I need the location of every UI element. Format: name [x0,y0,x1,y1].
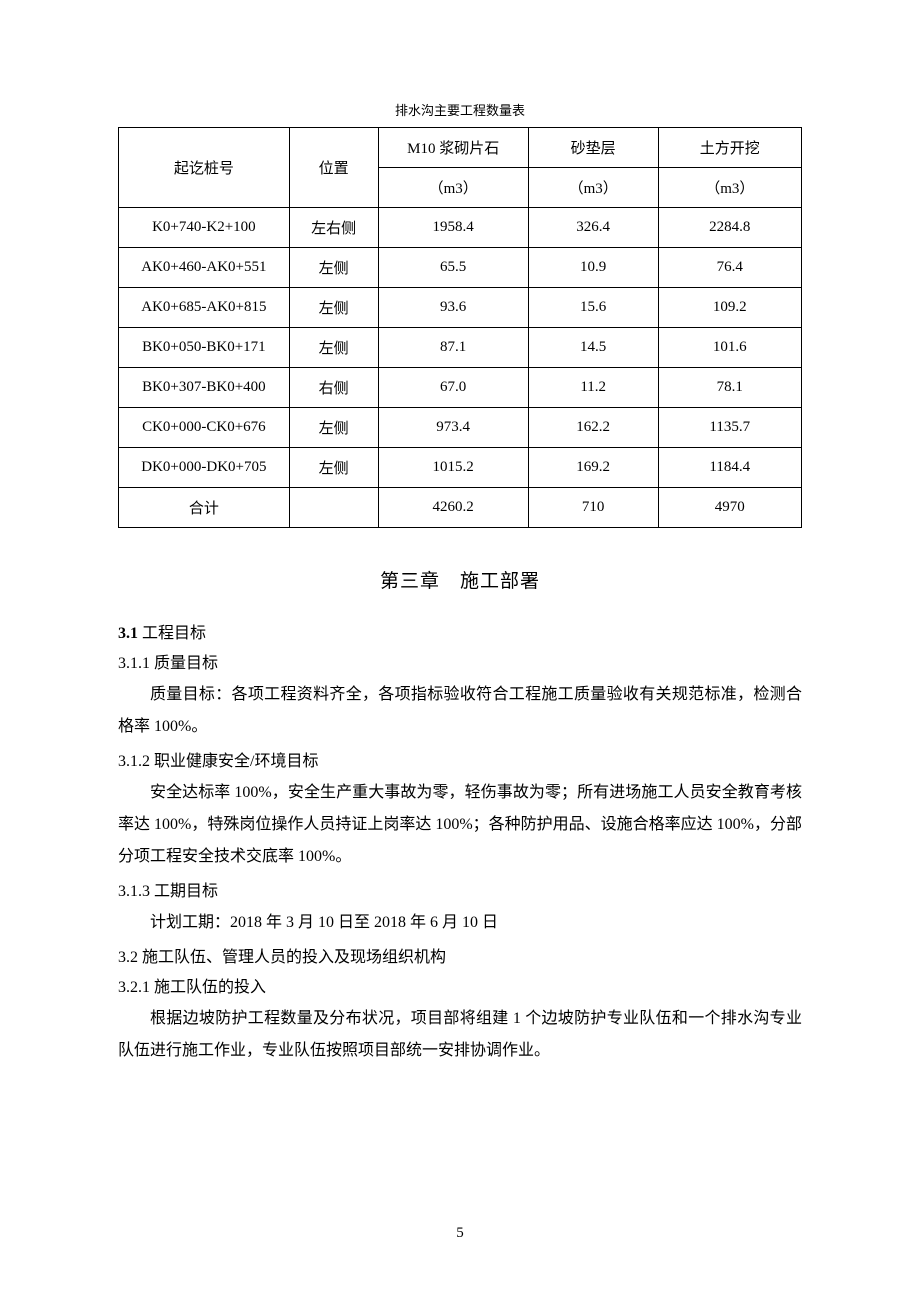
table-header-col3-line1: M10 浆砌片石 [378,128,528,168]
table-cell: 1015.2 [378,448,528,488]
section-3-1-1-body: 质量目标：各项工程资料齐全，各项指标验收符合工程施工质量验收有关规范标准，检测合… [118,679,802,743]
table-row: K0+740-K2+100左右侧1958.4326.42284.8 [119,208,802,248]
table-cell: 326.4 [528,208,658,248]
table-cell: 87.1 [378,328,528,368]
table-cell: BK0+307-BK0+400 [119,368,290,408]
table-cell: 1135.7 [658,408,801,448]
table-row: 合计 4260.27104970 [119,488,802,528]
table-row: AK0+460-AK0+551左侧65.510.976.4 [119,248,802,288]
table-cell: 101.6 [658,328,801,368]
table-cell: CK0+000-CK0+676 [119,408,290,448]
table-header-col4-line2: （m3） [528,168,658,208]
table-header-row-1: 起讫桩号 位置 M10 浆砌片石 砂垫层 土方开挖 [119,128,802,168]
section-3-1-1-number: 3.1.1 [118,655,150,672]
section-3-1-title: 工程目标 [142,625,206,642]
table-cell: 15.6 [528,288,658,328]
table-cell: 1958.4 [378,208,528,248]
table-header-col4-line1: 砂垫层 [528,128,658,168]
chapter-title: 第三章 施工部署 [118,566,802,593]
section-3-1-heading: 3.1 工程目标 [118,619,802,643]
table-cell: 左侧 [289,328,378,368]
table-header-col3-line2: （m3） [378,168,528,208]
section-3-1-2-body: 安全达标率 100%，安全生产重大事故为零，轻伤事故为零；所有进场施工人员安全教… [118,777,802,873]
section-3-2-heading: 3.2 施工队伍、管理人员的投入及现场组织机构 [118,943,802,967]
section-3-1-3-body: 计划工期：2018 年 3 月 10 日至 2018 年 6 月 10 日 [118,907,802,939]
table-row: AK0+685-AK0+815左侧93.615.6109.2 [119,288,802,328]
table-cell: 973.4 [378,408,528,448]
section-3-1-2-heading: 3.1.2 职业健康安全/环境目标 [118,747,802,771]
section-3-1-1-heading: 3.1.1 质量目标 [118,649,802,673]
table-cell [289,488,378,528]
table-cell: 4970 [658,488,801,528]
table-cell: 14.5 [528,328,658,368]
section-3-1-number: 3.1 [118,625,138,642]
table-header-col2: 位置 [289,128,378,208]
table-cell: 11.2 [528,368,658,408]
table-cell: 4260.2 [378,488,528,528]
table-cell: 合计 [119,488,290,528]
table-header-col1: 起讫桩号 [119,128,290,208]
table-cell: 左侧 [289,248,378,288]
table-row: BK0+307-BK0+400右侧67.011.278.1 [119,368,802,408]
table-title: 排水沟主要工程数量表 [118,100,802,119]
table-header-col5-line2: （m3） [658,168,801,208]
section-3-2-number: 3.2 [118,949,138,966]
table-cell: 左侧 [289,288,378,328]
table-row: BK0+050-BK0+171左侧87.114.5101.6 [119,328,802,368]
table-cell: 710 [528,488,658,528]
quantities-table: 起讫桩号 位置 M10 浆砌片石 砂垫层 土方开挖 （m3） （m3） （m3）… [118,127,802,528]
table-cell: 2284.8 [658,208,801,248]
section-3-1-2-number: 3.1.2 [118,753,150,770]
table-cell: DK0+000-DK0+705 [119,448,290,488]
table-row: DK0+000-DK0+705左侧1015.2169.21184.4 [119,448,802,488]
section-3-2-1-title: 施工队伍的投入 [154,979,266,996]
table-row: CK0+000-CK0+676左侧973.4162.21135.7 [119,408,802,448]
section-3-1-3-heading: 3.1.3 工期目标 [118,877,802,901]
table-cell: 1184.4 [658,448,801,488]
document-page: 排水沟主要工程数量表 起讫桩号 位置 M10 浆砌片石 砂垫层 土方开挖 （m3… [0,0,920,1131]
section-3-1-3-title: 工期目标 [154,883,218,900]
table-cell: 109.2 [658,288,801,328]
section-3-2-1-heading: 3.2.1 施工队伍的投入 [118,973,802,997]
table-cell: BK0+050-BK0+171 [119,328,290,368]
table-cell: AK0+460-AK0+551 [119,248,290,288]
table-cell: K0+740-K2+100 [119,208,290,248]
table-cell: 76.4 [658,248,801,288]
section-3-2-title: 施工队伍、管理人员的投入及现场组织机构 [142,949,446,966]
section-3-2-1-number: 3.2.1 [118,979,150,996]
table-header-col5-line1: 土方开挖 [658,128,801,168]
section-3-1-1-title: 质量目标 [154,655,218,672]
section-3-1-2-title: 职业健康安全/环境目标 [154,753,318,770]
table-cell: 右侧 [289,368,378,408]
table-cell: 169.2 [528,448,658,488]
table-cell: 左侧 [289,448,378,488]
section-3-1-3-number: 3.1.3 [118,883,150,900]
table-cell: 67.0 [378,368,528,408]
table-cell: 10.9 [528,248,658,288]
section-3-2-1-body: 根据边坡防护工程数量及分布状况，项目部将组建 1 个边坡防护专业队伍和一个排水沟… [118,1003,802,1067]
table-cell: AK0+685-AK0+815 [119,288,290,328]
table-cell: 左右侧 [289,208,378,248]
table-cell: 162.2 [528,408,658,448]
table-cell: 78.1 [658,368,801,408]
table-cell: 93.6 [378,288,528,328]
table-cell: 65.5 [378,248,528,288]
table-cell: 左侧 [289,408,378,448]
table-body: K0+740-K2+100左右侧1958.4326.42284.8AK0+460… [119,208,802,528]
page-number: 5 [0,1225,920,1242]
